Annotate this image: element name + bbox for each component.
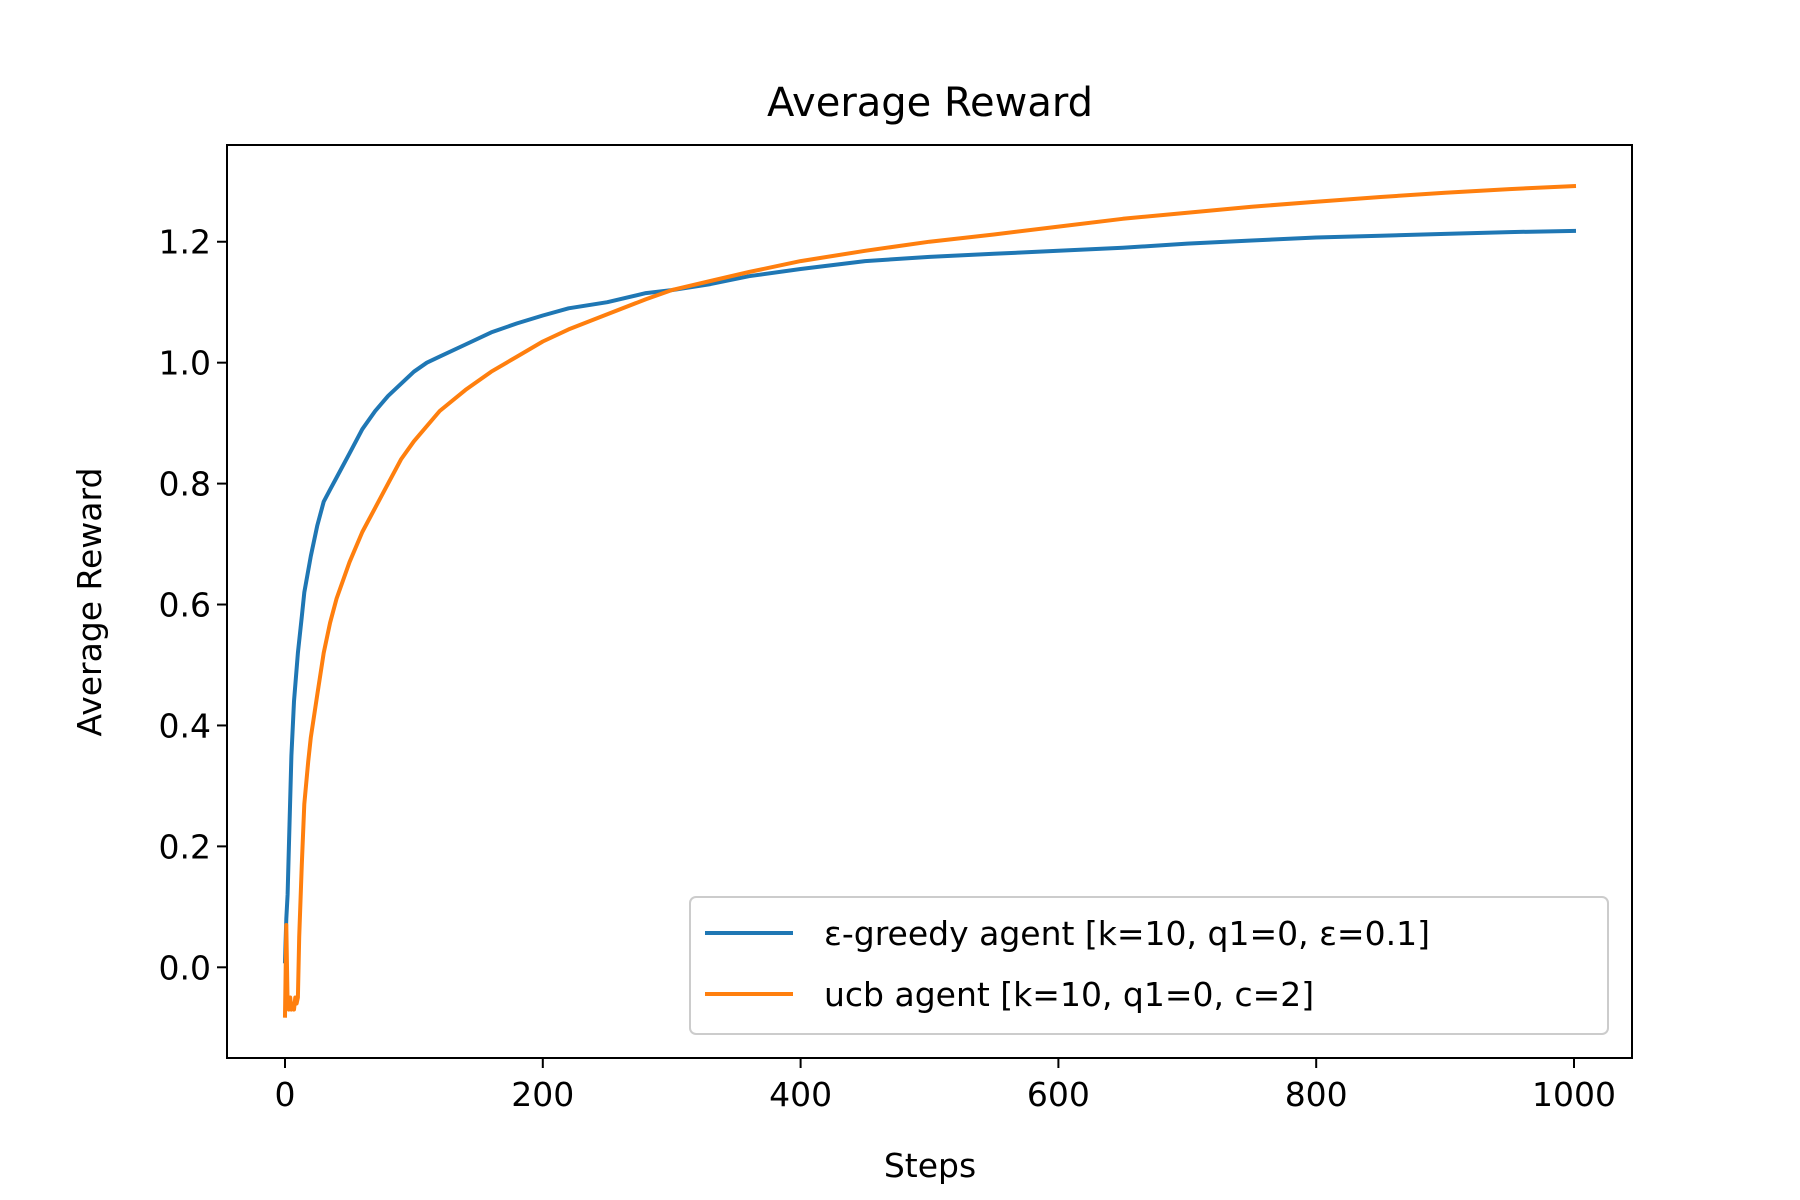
series-line-egreedy xyxy=(282,228,1577,964)
y-axis-ticks: 0.0 0.2 0.4 0.6 0.8 1.0 1.2 xyxy=(159,223,227,987)
x-tick-label: 600 xyxy=(1027,1075,1090,1114)
chart-title: Average Reward xyxy=(767,80,1093,126)
y-tick-label: 0.6 xyxy=(159,586,211,625)
x-axis-label: Steps xyxy=(884,1146,976,1185)
y-axis-label: Average Reward xyxy=(70,468,109,737)
x-tick-label: 1000 xyxy=(1532,1075,1616,1114)
plot-area xyxy=(226,144,1633,1059)
x-axis-ticks: 0 200 400 600 800 1000 xyxy=(275,1058,1616,1114)
x-tick-label: 800 xyxy=(1285,1075,1348,1114)
y-tick-label: 0.4 xyxy=(159,706,211,745)
plot-frame xyxy=(226,144,1633,1059)
y-tick-label: 0.8 xyxy=(159,465,211,504)
legend-label-egreedy: ε-greedy agent [k=10, q1=0, ε=0.1] xyxy=(824,914,1430,953)
legend-label-ucb: ucb agent [k=10, q1=0, c=2] xyxy=(824,975,1314,1014)
y-tick-label: 1.2 xyxy=(159,223,211,262)
legend-box xyxy=(689,896,1609,1035)
y-tick-label: 1.0 xyxy=(159,344,211,383)
legend: ε-greedy agent [k=10, q1=0, ε=0.1] ucb a… xyxy=(689,896,1609,1035)
series-layer xyxy=(282,184,1577,1018)
x-tick-label: 200 xyxy=(511,1075,574,1114)
x-tick-label: 0 xyxy=(275,1075,296,1114)
series-line-ucb xyxy=(282,184,1577,1018)
x-tick-label: 400 xyxy=(769,1075,832,1114)
y-tick-label: 0.2 xyxy=(159,827,211,866)
y-tick-label: 0.0 xyxy=(159,948,211,987)
